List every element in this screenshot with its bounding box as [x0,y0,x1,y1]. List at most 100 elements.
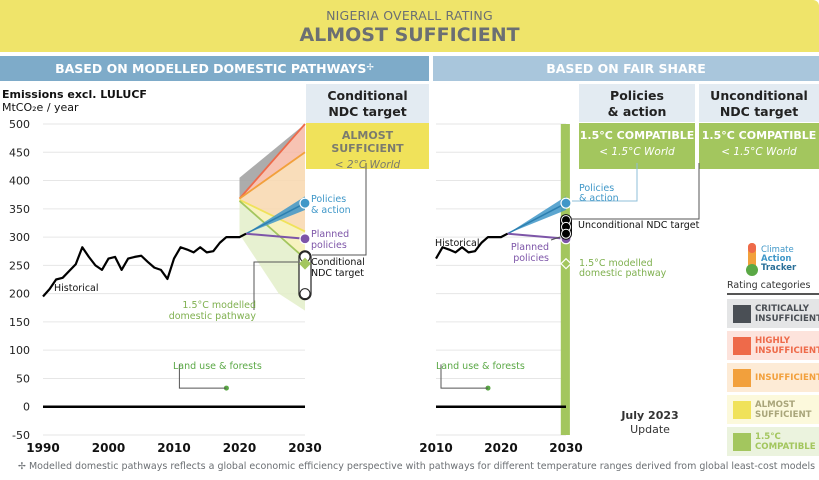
legend-swatch [733,401,751,419]
policies-label: & action [311,205,351,216]
x-tick-label: 2020 [484,441,517,455]
y-tick-label: 200 [9,288,30,301]
legend-swatch [733,337,751,355]
planned-policies-line [245,232,306,240]
y-tick-label: 400 [9,175,30,188]
rating-unconditional-ndc: 1.5°C COMPATIBLE < 1.5°C World [699,123,819,169]
x-tick-label: 2030 [549,441,582,455]
y-tick-label: 450 [9,146,30,159]
pathway-label: 1.5°C modelled [579,258,653,269]
planned-label: Planned [511,242,549,253]
column-title-line1: Policies [610,88,664,103]
thermometer-icon [746,243,758,276]
historical-line [435,232,509,260]
legend-label-line1: INSUFFICIENT [755,373,819,383]
y-tick-label: 100 [9,344,30,357]
policies-label: Policies [579,183,614,194]
unconditional-ndc-marker [561,228,571,239]
legend-title: Rating categories [727,280,810,291]
unconditional-leader [571,163,700,220]
cat-logo: Climate Action Tracker Rating categories [727,243,819,295]
rating-leader [312,163,367,256]
logo-line1: Climate [761,245,794,255]
rating-conditional-ndc: ALMOST SUFFICIENT < 2°C World [306,123,429,171]
column-title-line2: & action [607,104,667,119]
planned-label: policies [311,240,347,251]
overall-rating: ALMOST SUFFICIENT [299,24,520,46]
legend-category: 1.5°C COMPATIBLE [727,427,819,456]
section-modelled-title: BASED ON MODELLED DOMESTIC PATHWAYS [55,61,367,76]
legend-category: ALMOST SUFFICIENT [727,395,819,424]
rating-legend: Climate Action Tracker Rating categories [727,240,819,299]
policies-marker [560,197,572,209]
policies-range [246,196,305,234]
policies-leader [572,163,638,202]
y-tick-label: 350 [9,203,30,216]
x-tick-label: 2010 [157,441,190,455]
logo-line2: Action [761,254,792,264]
y-tick-label: 300 [9,231,30,244]
legend-label: CRITICALLY INSUFFICIENT [755,304,819,324]
y-tick-label: 250 [9,259,30,272]
legend-category: INSUFFICIENT [727,363,819,392]
pathway-label: domestic pathway [169,311,257,322]
x-tick-label: 1990 [26,441,59,455]
policies-range [507,196,566,234]
planned-label: policies [513,253,549,264]
x-tick-label: 2000 [92,441,125,455]
unconditional-ndc-label: Unconditional NDC target [578,220,700,231]
section-fair-share-title: BASED ON FAIR SHARE [546,61,706,76]
y-axis-title: Emissions excl. LULUCF [2,88,147,101]
land-use-label: Land use & forests [436,361,525,372]
overall-rating-banner: NIGERIA OVERALL RATING ALMOST SUFFICIENT [0,0,819,52]
legend-label-line2: COMPATIBLE [755,442,816,452]
historical-label: Historical [54,283,99,294]
legend-label-line1: ALMOST [755,400,796,410]
x-tick-label: 2020 [223,441,256,455]
legend-label: ALMOST SUFFICIENT [755,400,812,420]
section-modelled-pathways: BASED ON MODELLED DOMESTIC PATHWAYS✢ [0,56,429,81]
column-policies-action: Policies & action [579,84,695,122]
update-note: July 2023 Update [600,409,700,437]
rating-label: 1.5°C COMPATIBLE [701,129,817,142]
legend-swatch [733,305,751,323]
land-use-leader [178,364,227,389]
planned-marker [299,233,311,245]
land-use-label: Land use & forests [173,361,262,372]
y-tick-label: 0 [23,401,30,414]
rating-policies-action: 1.5°C COMPATIBLE < 1.5°C World [579,123,695,169]
fair-share-band [560,124,570,435]
land-use-leader [440,364,488,389]
column-title-line2: NDC target [328,104,407,119]
legend-label-line1: 1.5°C [755,432,781,442]
boundary-line [238,200,306,260]
conditional-ndc-label: Conditional [311,257,365,268]
conditional-ndc-label: NDC target [311,268,364,279]
rating-world: < 2°C World [334,159,401,171]
legend-label-line2: SUFFICIENT [755,410,812,420]
policies-marker [299,197,311,209]
legend-label-line1: CRITICALLY [755,304,809,314]
boundary-line [239,198,306,233]
legend-swatch [733,369,751,387]
pathway-leader [253,261,298,310]
conditional-ndc-lower [299,288,311,300]
footnote: ✢ Modelled domestic pathways reflects a … [18,461,816,472]
update-date: July 2023 [621,409,679,422]
legend-swatch [733,433,751,451]
historical-line [42,232,247,298]
y-tick-label: 150 [9,316,30,329]
banner-subtitle: NIGERIA OVERALL RATING [326,8,493,23]
pathway-diamond [560,257,572,270]
footnote-marker-icon: ✢ [366,63,374,73]
rating-label: ALMOST SUFFICIENT [331,129,404,155]
pathway-label: 1.5°C modelled [182,300,256,311]
rating-label: 1.5°C COMPATIBLE [579,129,695,142]
legend-label-line2: INSUFFICIENT [755,346,819,356]
planned-label: Planned [311,229,349,240]
legend-category: HIGHLY INSUFFICIENT [727,331,819,360]
y-tick-label: -50 [12,429,30,442]
column-unconditional-ndc: Unconditional NDC target [699,84,819,122]
column-conditional-ndc: Conditional NDC target [306,84,429,126]
